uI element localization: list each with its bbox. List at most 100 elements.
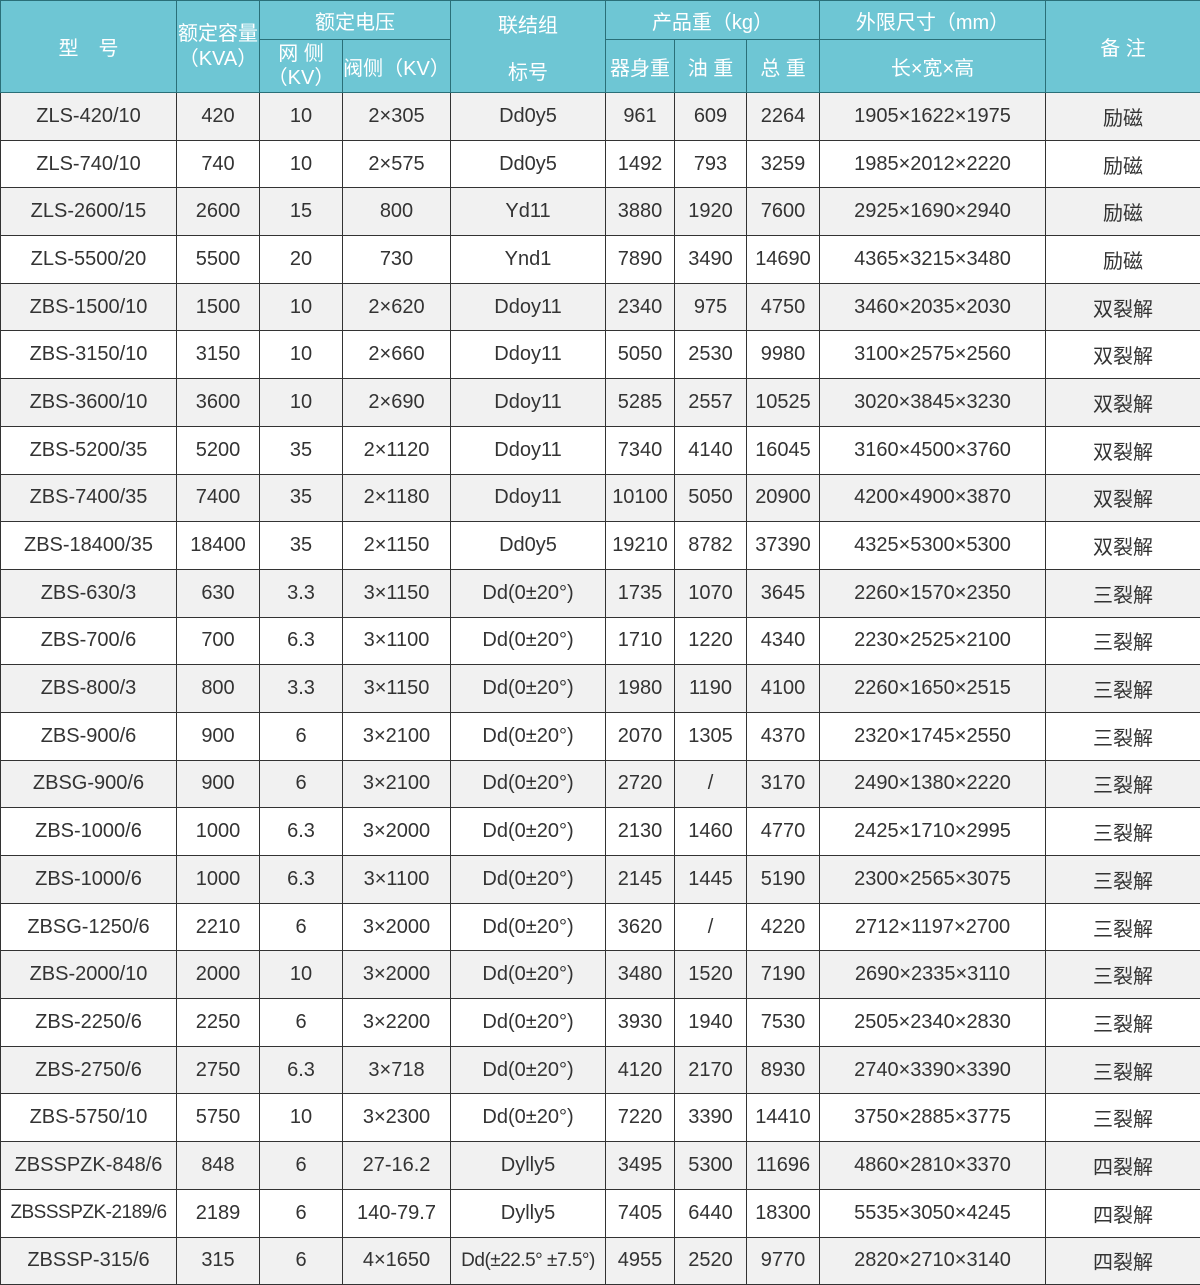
cell-valve-voltage: 3×2100 [343,712,451,760]
cell-model: ZBS-5750/10 [1,1094,177,1142]
cell-total-weight: 14410 [747,1094,820,1142]
cell-total-weight: 20900 [747,474,820,522]
cell-total-weight: 9980 [747,331,820,379]
cell-remarks: 三裂解 [1046,999,1200,1047]
cell-model: ZBS-630/3 [1,569,177,617]
cell-body-weight: 3495 [606,1142,675,1190]
cell-capacity: 900 [177,712,260,760]
cell-remarks: 三裂解 [1046,712,1200,760]
cell-grid-voltage: 6.3 [260,1046,343,1094]
cell-capacity: 2250 [177,999,260,1047]
cell-valve-voltage: 3×2000 [343,951,451,999]
cell-body-weight: 7890 [606,236,675,284]
cell-grid-voltage: 10 [260,951,343,999]
cell-valve-voltage: 2×1120 [343,426,451,474]
cell-connection: Dylly5 [451,1189,606,1237]
cell-model: ZBS-3150/10 [1,331,177,379]
header-body-weight: 器身重 [606,40,675,93]
cell-capacity: 420 [177,93,260,141]
cell-grid-voltage: 3.3 [260,569,343,617]
cell-connection: Dd(0±20°) [451,1046,606,1094]
cell-capacity: 1500 [177,283,260,331]
cell-valve-voltage: 3×2200 [343,999,451,1047]
cell-dimensions: 1905×1622×1975 [820,93,1046,141]
cell-connection: Dd(0±20°) [451,951,606,999]
cell-model: ZLS-420/10 [1,93,177,141]
cell-valve-voltage: 2×660 [343,331,451,379]
cell-valve-voltage: 140-79.7 [343,1189,451,1237]
cell-body-weight: 2145 [606,856,675,904]
cell-valve-voltage: 3×2100 [343,760,451,808]
cell-valve-voltage: 3×718 [343,1046,451,1094]
cell-grid-voltage: 6.3 [260,856,343,904]
cell-capacity: 3150 [177,331,260,379]
cell-body-weight: 5050 [606,331,675,379]
cell-remarks: 励磁 [1046,188,1200,236]
cell-dimensions: 5535×3050×4245 [820,1189,1046,1237]
cell-model: ZBS-18400/35 [1,522,177,570]
cell-connection: Dd(0±20°) [451,712,606,760]
cell-oil-weight: 793 [675,140,747,188]
cell-capacity: 5200 [177,426,260,474]
cell-capacity: 1000 [177,808,260,856]
cell-grid-voltage: 10 [260,379,343,427]
cell-dimensions: 2490×1380×2220 [820,760,1046,808]
cell-valve-voltage: 3×1100 [343,856,451,904]
cell-valve-voltage: 2×1180 [343,474,451,522]
cell-grid-voltage: 6 [260,1142,343,1190]
cell-body-weight: 3480 [606,951,675,999]
cell-total-weight: 4750 [747,283,820,331]
cell-remarks: 励磁 [1046,236,1200,284]
cell-remarks: 四裂解 [1046,1189,1200,1237]
cell-remarks: 励磁 [1046,93,1200,141]
cell-connection: Dd(0±20°) [451,665,606,713]
cell-grid-voltage: 15 [260,188,343,236]
cell-grid-voltage: 20 [260,236,343,284]
cell-capacity: 3600 [177,379,260,427]
cell-remarks: 三裂解 [1046,951,1200,999]
header-capacity: 额定容量（KVA） [177,1,260,93]
cell-body-weight: 2070 [606,712,675,760]
cell-dimensions: 4325×5300×5300 [820,522,1046,570]
cell-connection: Ddoy11 [451,331,606,379]
cell-dimensions: 3160×4500×3760 [820,426,1046,474]
cell-oil-weight: 4140 [675,426,747,474]
cell-grid-voltage: 6 [260,760,343,808]
cell-valve-voltage: 2×690 [343,379,451,427]
cell-grid-voltage: 6.3 [260,617,343,665]
header-dimensions: 外限尺寸（mm） [820,1,1046,40]
cell-capacity: 2000 [177,951,260,999]
header-voltage: 额定电压 [260,1,451,40]
cell-grid-voltage: 10 [260,283,343,331]
cell-model: ZBS-5200/35 [1,426,177,474]
cell-remarks: 三裂解 [1046,856,1200,904]
cell-capacity: 630 [177,569,260,617]
cell-remarks: 双裂解 [1046,283,1200,331]
cell-dimensions: 4860×2810×3370 [820,1142,1046,1190]
cell-connection: Yd11 [451,188,606,236]
cell-connection: Dd(0±20°) [451,617,606,665]
cell-model: ZBS-7400/35 [1,474,177,522]
cell-total-weight: 18300 [747,1189,820,1237]
cell-body-weight: 10100 [606,474,675,522]
cell-remarks: 双裂解 [1046,474,1200,522]
cell-dimensions: 4365×3215×3480 [820,236,1046,284]
cell-connection: Ddoy11 [451,379,606,427]
cell-valve-voltage: 800 [343,188,451,236]
cell-remarks: 三裂解 [1046,665,1200,713]
cell-capacity: 2750 [177,1046,260,1094]
cell-capacity: 18400 [177,522,260,570]
cell-model: ZBSG-1250/6 [1,903,177,951]
cell-oil-weight: 1445 [675,856,747,904]
